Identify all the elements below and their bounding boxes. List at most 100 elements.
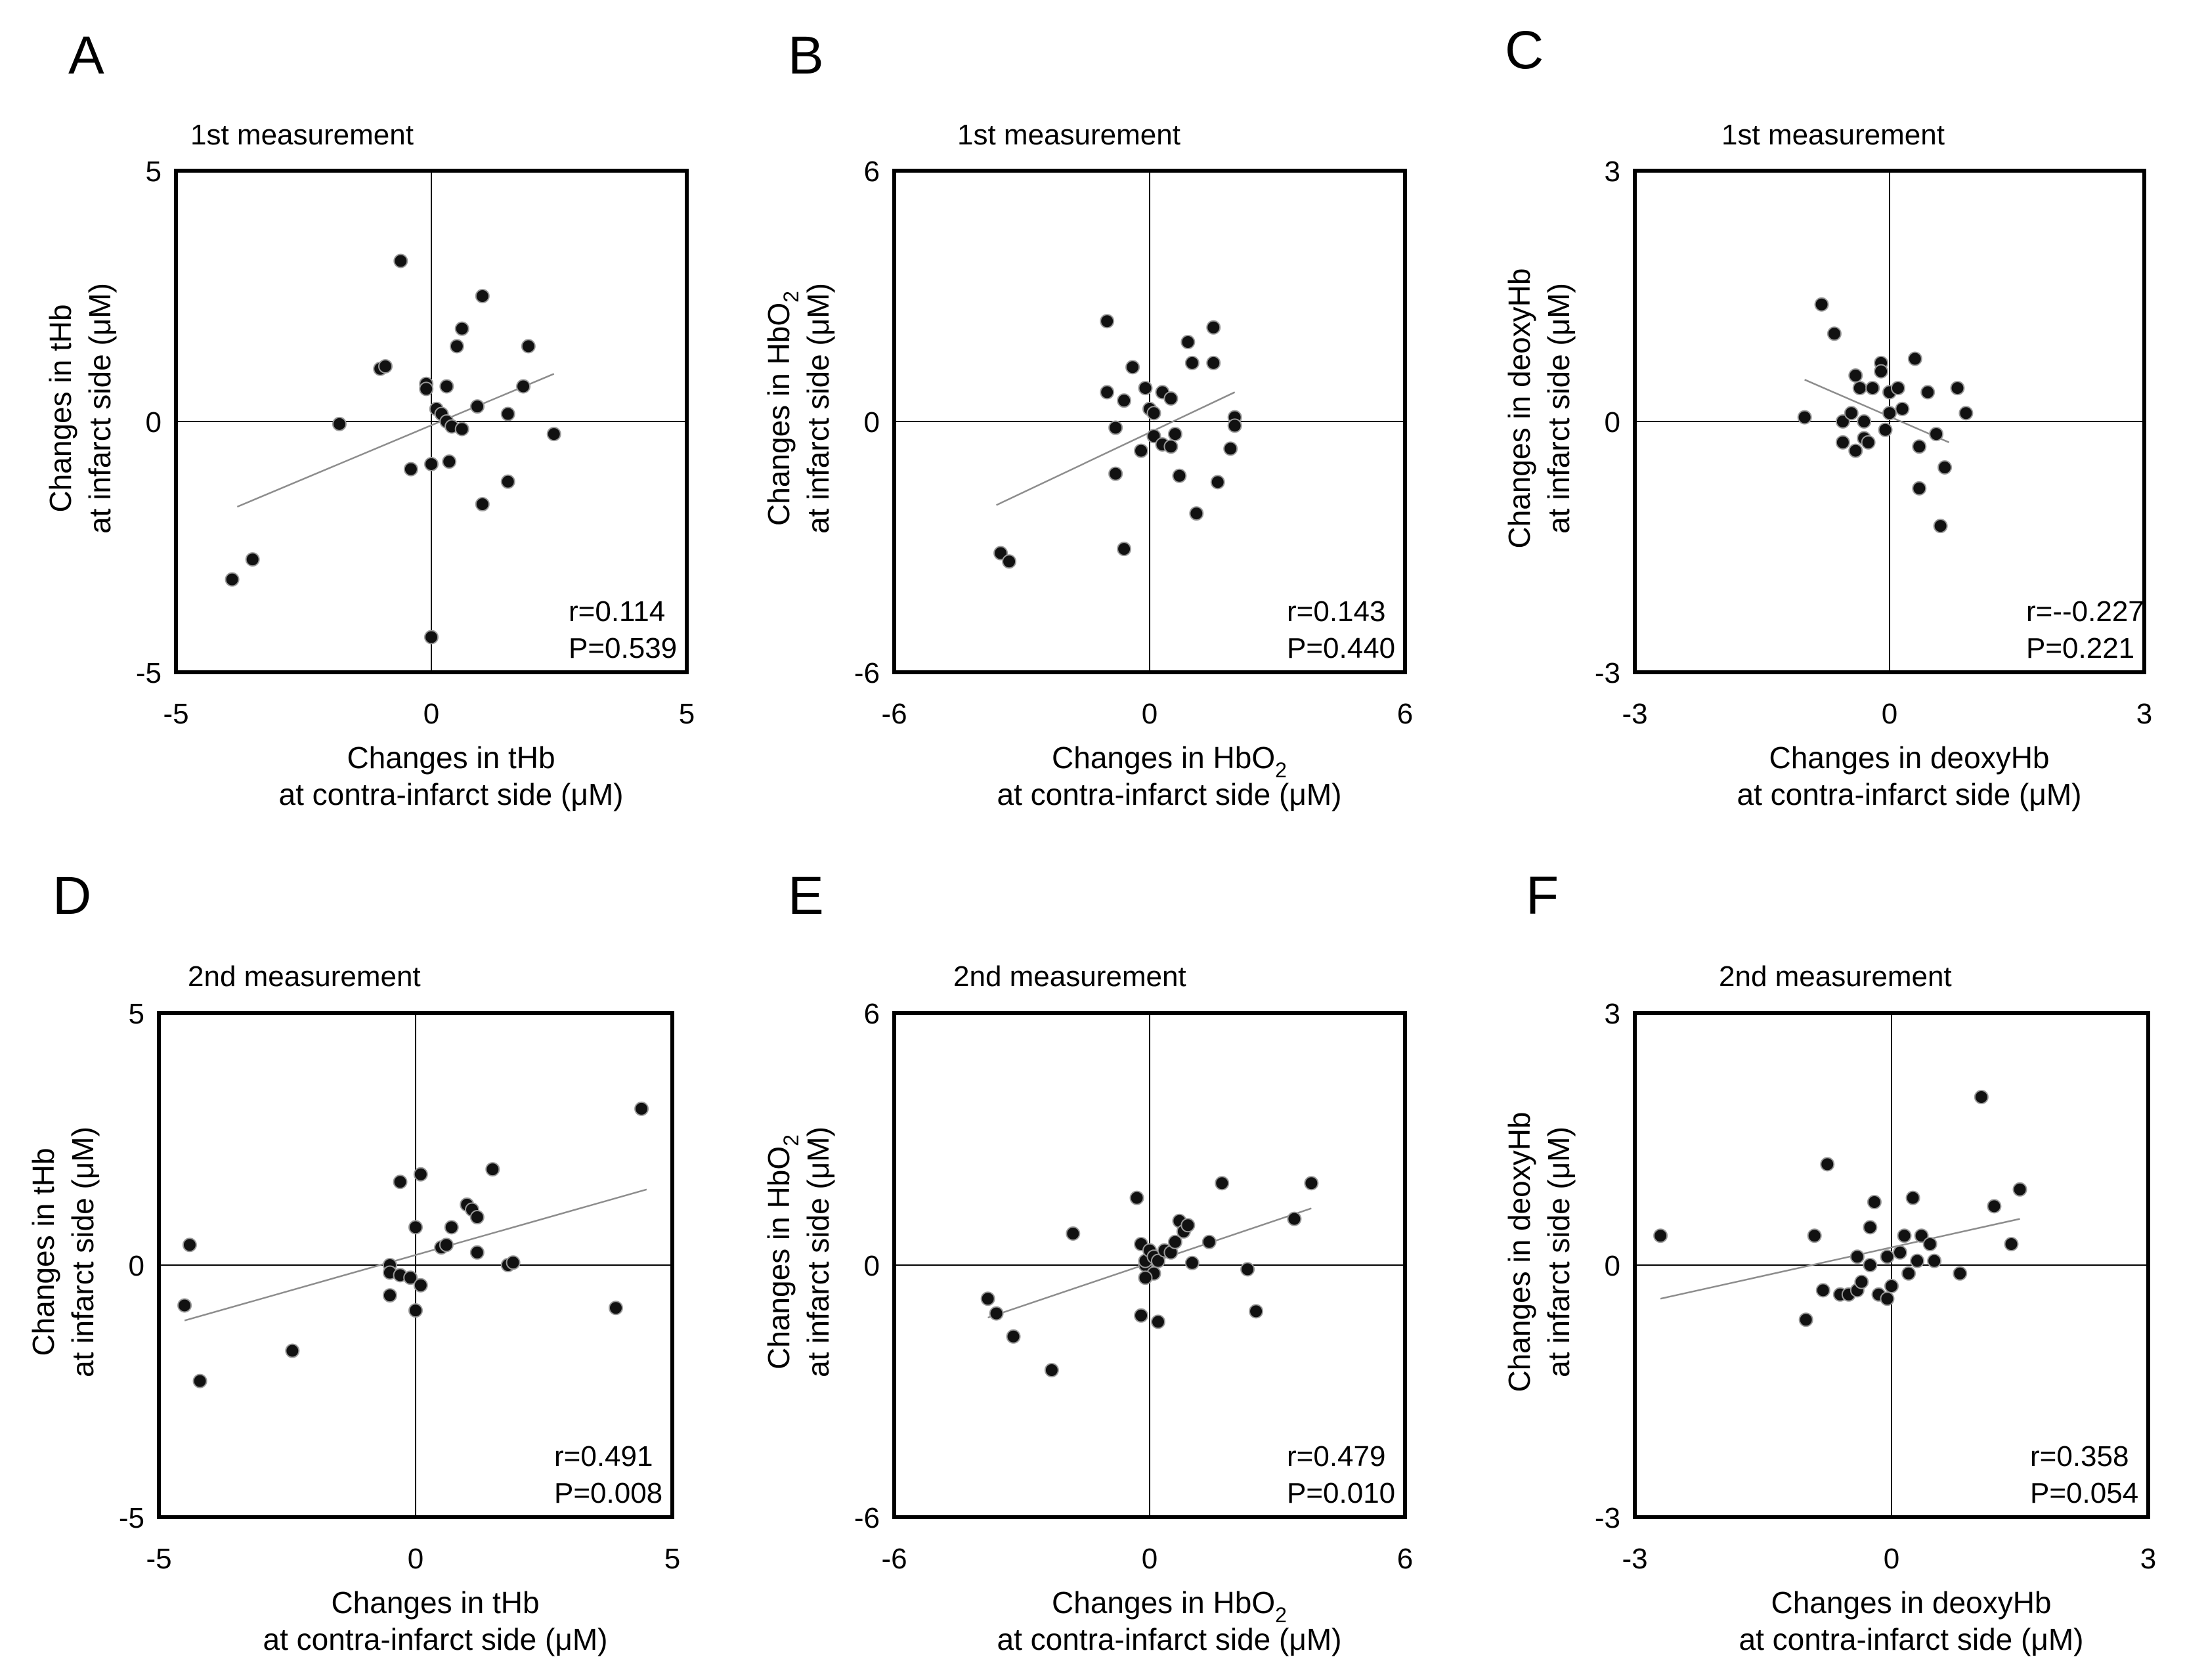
panel-letter: A	[68, 26, 104, 85]
data-point	[1180, 1218, 1196, 1233]
x-tick-label: 0	[1884, 1543, 1899, 1575]
data-point	[1172, 468, 1187, 483]
x-axis-title-line1: Changes in deoxyHb	[1769, 741, 2049, 775]
x-axis-title-line2: at contra-infarct side (μM)	[1739, 1622, 2084, 1656]
p-value: P=0.054	[2030, 1477, 2138, 1509]
data-point	[1798, 1312, 1813, 1327]
p-value: P=0.010	[1287, 1477, 1395, 1509]
data-point	[1108, 466, 1123, 481]
data-point	[182, 1238, 197, 1253]
x-tick-label: 0	[423, 698, 439, 730]
regression-line	[184, 1188, 647, 1322]
data-point	[1878, 422, 1893, 437]
x-axis-title-text: Changes in HbO	[1052, 1585, 1275, 1620]
x-axis-title-line2: at contra-infarct side (μM)	[997, 777, 1342, 811]
plot-frame	[892, 169, 1407, 674]
data-point	[1184, 355, 1200, 370]
data-point	[546, 427, 561, 442]
data-point	[1108, 420, 1123, 435]
data-point	[1146, 406, 1161, 421]
data-point	[413, 1278, 428, 1293]
data-point	[1914, 1228, 1929, 1243]
x-axis-title-line1: Changes in tHb	[347, 741, 555, 775]
x-tick-label: -6	[881, 698, 907, 730]
y-axis-title-line2: at infarct side (μM)	[1542, 283, 1576, 534]
y-tick-label: 5	[129, 998, 144, 1030]
x-tick-label: -5	[163, 698, 188, 730]
data-point	[1850, 1249, 1865, 1264]
panel-letter: C	[1505, 20, 1544, 80]
data-point	[1882, 406, 1897, 421]
y-axis-title-subscript: 2	[779, 291, 803, 303]
data-point	[1167, 427, 1182, 442]
chart-panel-f: F 2nd measurement 3 0 -3-3 0 3 r=0.358 P=0.054 Ch…	[1502, 866, 2156, 1656]
p-value: P=0.539	[569, 632, 677, 664]
data-point	[332, 416, 347, 431]
regression-line	[1804, 379, 1950, 443]
correlation-r: r=0.358	[2030, 1440, 2129, 1473]
data-point	[1206, 320, 1221, 335]
regression-line	[236, 373, 555, 508]
data-point	[177, 1298, 192, 1313]
y-axis-title-text: Changes in HbO	[762, 1146, 796, 1369]
plot-frame	[1633, 169, 2146, 674]
x-tick-label: 6	[1397, 1543, 1413, 1575]
data-point	[1937, 460, 1953, 475]
y-tick-label: -5	[119, 1502, 144, 1534]
panel-subtitle: 1st measurement	[190, 119, 414, 151]
data-point	[1134, 443, 1149, 458]
panel-letter: B	[788, 26, 824, 85]
y-axis-title-line1: Changes in tHb	[26, 1148, 60, 1356]
data-point	[1958, 406, 1974, 421]
correlation-r: r=0.114	[569, 595, 665, 628]
data-point	[989, 1306, 1004, 1321]
data-point	[225, 572, 240, 587]
panel-subtitle: 1st measurement	[957, 119, 1180, 151]
data-point	[1815, 1283, 1830, 1298]
data-point	[1867, 1195, 1882, 1209]
y-tick-label: 6	[864, 998, 880, 1030]
data-point	[2012, 1182, 2027, 1197]
y-tick-label: 5	[146, 156, 162, 188]
data-point	[1950, 381, 1965, 396]
data-point	[1865, 381, 1880, 396]
data-point	[506, 1255, 521, 1270]
data-point	[192, 1373, 207, 1389]
data-point	[1163, 439, 1179, 454]
data-point	[1044, 1363, 1059, 1377]
data-point	[1863, 1258, 1878, 1272]
x-tick-label: 0	[1142, 1543, 1157, 1575]
data-point	[1835, 435, 1850, 450]
plot-frame	[892, 1011, 1407, 1519]
data-point	[1797, 410, 1812, 425]
y-axis-title-line1: Changes in HbO2	[762, 291, 803, 526]
x-tick-label: 0	[1142, 698, 1157, 730]
data-point	[500, 474, 515, 489]
data-point	[485, 1162, 500, 1177]
panel-letter: F	[1526, 866, 1559, 926]
data-point	[1827, 326, 1842, 341]
data-point	[469, 1245, 485, 1260]
y-axis-title-line2: at infarct side (μM)	[801, 283, 835, 534]
data-point	[1223, 441, 1238, 456]
x-tick-label: 3	[2136, 698, 2152, 730]
data-point	[439, 1238, 454, 1253]
p-value: P=0.008	[554, 1477, 662, 1509]
y-tick-label: 0	[146, 406, 162, 439]
data-point	[1180, 335, 1196, 350]
data-point	[1167, 1234, 1182, 1249]
data-point	[413, 1167, 428, 1182]
data-point	[382, 1288, 397, 1303]
y-tick-label: 6	[864, 156, 880, 188]
data-point	[393, 253, 408, 269]
data-point	[1820, 1157, 1835, 1172]
y-tick-label: -5	[136, 657, 162, 689]
data-point	[1920, 385, 1936, 400]
regression-line	[996, 391, 1236, 506]
data-point	[608, 1301, 623, 1316]
y-tick-label: 0	[129, 1250, 144, 1282]
y-tick-label: 0	[1605, 406, 1620, 439]
x-tick-label: 6	[1397, 698, 1413, 730]
data-point	[1844, 406, 1859, 421]
